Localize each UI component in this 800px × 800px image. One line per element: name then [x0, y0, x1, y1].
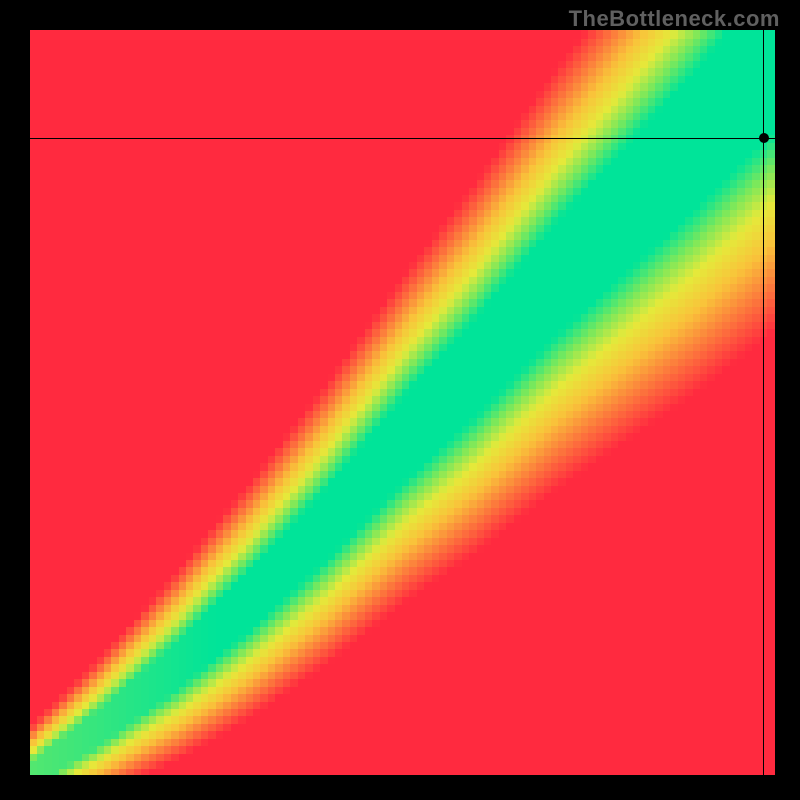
watermark-label: TheBottleneck.com: [569, 6, 780, 32]
heatmap-plot: [30, 30, 775, 775]
crosshair-horizontal-line: [30, 138, 775, 139]
crosshair-marker: [759, 133, 769, 143]
